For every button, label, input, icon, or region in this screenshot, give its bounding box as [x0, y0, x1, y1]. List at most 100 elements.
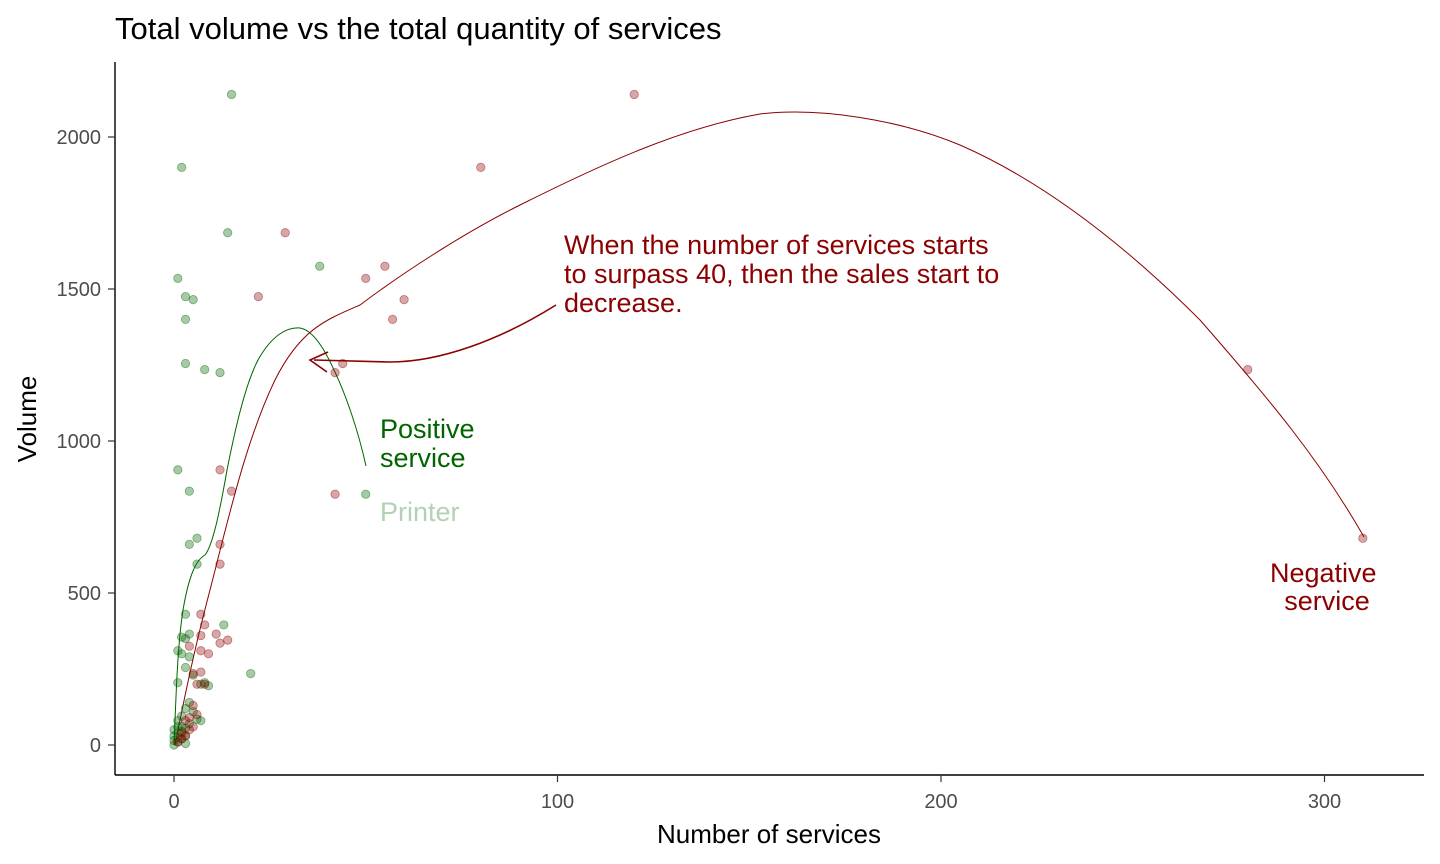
negative-service-point: [280, 228, 290, 238]
negative-service-point: [180, 731, 191, 741]
positive-service-point: [177, 726, 187, 736]
negative-service-point: [192, 709, 202, 720]
x-tick-label: 300: [1308, 791, 1341, 813]
positive-service-point: [180, 738, 191, 749]
positive-service-point: [180, 731, 191, 741]
y-tick-label: 1500: [57, 279, 102, 301]
positive-service-point: [169, 725, 179, 735]
ticks: 0 100 200 300 0 500 1000 1500 2000: [57, 127, 1342, 813]
positive-service-point: [177, 632, 187, 642]
annotation-arrow: [313, 304, 557, 363]
annotation-line-2: to surpass 40, then the sales start to: [564, 259, 999, 289]
negative-service-point: [1243, 364, 1253, 375]
label-printer-line-1: Printer: [380, 497, 460, 527]
positive-service-point: [184, 697, 194, 708]
positive-service-trend-curve: [173, 327, 367, 746]
negative-service-point: [387, 314, 398, 324]
positive-service-point: [188, 670, 198, 680]
negative-service-point: [184, 725, 194, 735]
label-negative-line-1: Negative: [1270, 558, 1377, 588]
positive-service-point: [192, 714, 202, 724]
positive-service-point: [361, 489, 371, 499]
label-positive-service: Positive service: [380, 414, 482, 473]
positive-service-point: [173, 678, 183, 688]
positive-service-point: [169, 731, 179, 741]
negative-service-point: [188, 722, 198, 732]
positive-service-point: [226, 89, 237, 100]
negative-service-points: [173, 89, 1368, 747]
negative-service-point: [476, 162, 486, 172]
negative-service-point: [203, 649, 214, 659]
positive-service-point: [169, 740, 179, 750]
label-printer: Printer: [380, 497, 460, 527]
label-positive-line-1: Positive: [380, 414, 475, 444]
positive-service-point: [192, 559, 202, 569]
y-tick-label: 500: [68, 583, 101, 605]
positive-service-point: [177, 649, 187, 659]
x-tick-label: 200: [924, 791, 957, 813]
positive-service-point: [180, 291, 191, 302]
negative-service-point: [330, 489, 340, 499]
positive-service-point: [177, 734, 187, 744]
negative-service-point: [1358, 533, 1368, 543]
positive-service-point: [192, 533, 202, 543]
y-tick-label: 1000: [57, 431, 102, 453]
negative-service-point: [226, 486, 237, 496]
x-tick-label: 0: [168, 791, 179, 813]
negative-service-point: [196, 667, 206, 677]
positive-service-point: [180, 633, 191, 644]
negative-service-point: [223, 635, 233, 645]
negative-service-point: [177, 728, 187, 738]
negative-service-point: [215, 465, 225, 475]
positive-service-point: [180, 723, 191, 733]
negative-service-point: [200, 679, 210, 689]
negative-service-point: [215, 539, 225, 549]
negative-service-point: [184, 641, 194, 651]
positive-service-point: [173, 646, 183, 656]
negative-service-point: [196, 609, 206, 619]
positive-service-point: [196, 679, 206, 689]
y-axis-title: Volume: [12, 376, 42, 463]
negative-service-point: [215, 559, 225, 569]
positive-service-point: [184, 652, 194, 662]
positive-service-point: [184, 719, 194, 729]
annotation-services-trend: When the number of services starts to su…: [564, 230, 1007, 318]
negative-service-point: [177, 734, 187, 744]
positive-service-point: [315, 261, 325, 271]
positive-service-point: [173, 273, 183, 283]
positive-service-point: [184, 539, 194, 549]
axes: [114, 62, 1424, 776]
label-negative-service: Negative service: [1270, 558, 1384, 616]
negative-service-point: [211, 629, 221, 639]
negative-service-point: [215, 638, 225, 648]
positive-service-point: [219, 620, 229, 630]
negative-service-point: [338, 358, 348, 369]
positive-service-point: [180, 662, 191, 673]
positive-service-point: [177, 722, 187, 732]
annotation-arrowhead: [308, 351, 329, 373]
negative-service-point: [196, 630, 206, 641]
positive-service-point: [173, 732, 183, 743]
positive-service-point: [203, 681, 214, 691]
negative-service-point: [173, 737, 183, 747]
negative-service-point: [188, 668, 198, 679]
negative-service-point: [196, 646, 206, 656]
positive-service-point: [180, 314, 191, 324]
positive-service-point: [173, 716, 183, 726]
negative-service-point: [629, 89, 639, 100]
negative-service-point: [399, 295, 409, 305]
negative-service-point: [330, 367, 340, 378]
x-tick-label: 100: [541, 791, 574, 813]
negative-service-point: [200, 620, 210, 630]
negative-service-point: [253, 291, 263, 302]
positive-service-point: [177, 162, 187, 172]
annotation-line-1: When the number of services starts: [564, 230, 989, 260]
negative-service-point: [180, 716, 191, 726]
positive-service-point: [184, 486, 194, 496]
negative-service-point: [380, 261, 390, 271]
positive-service-point: [180, 609, 191, 619]
positive-service-points: [169, 89, 371, 750]
positive-service-point: [173, 722, 183, 732]
y-tick-label: 2000: [57, 127, 102, 149]
